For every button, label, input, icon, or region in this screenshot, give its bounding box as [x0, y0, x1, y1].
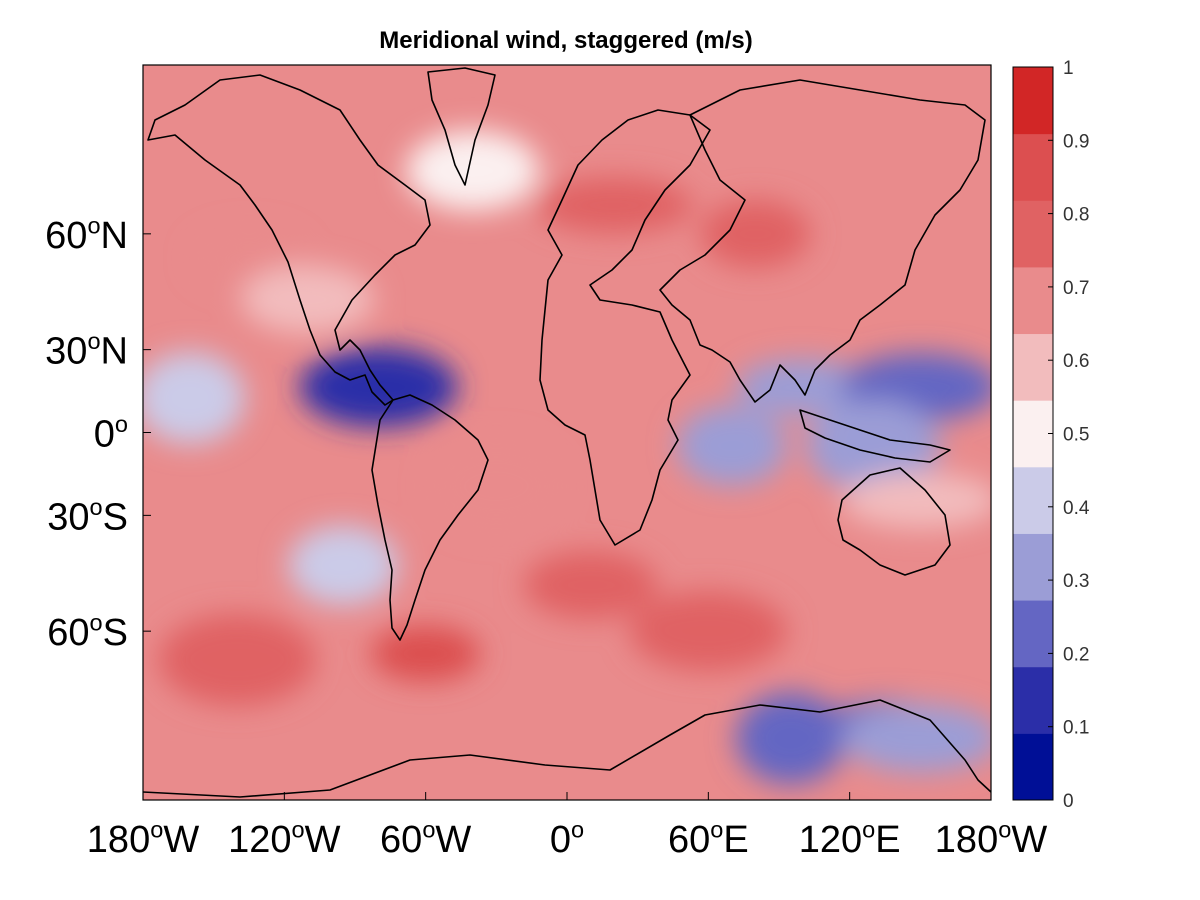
- field-region: [299, 347, 458, 428]
- field-region: [841, 472, 991, 529]
- colorbar-label: 0.3: [1063, 571, 1089, 592]
- colorbar-label: 0.6: [1063, 351, 1089, 372]
- map-area: [143, 65, 991, 800]
- colorbar-label: 0.4: [1063, 498, 1090, 519]
- longitude-tick-labels: 180oW 120oW 60oW 0o 60oE 120oE 180oW: [87, 792, 1048, 861]
- coastline-asia: [659, 79, 986, 403]
- field-region: [523, 550, 658, 619]
- colorbar-swatch: [1013, 266, 1053, 335]
- coastlines: [143, 67, 991, 798]
- field-region: [370, 625, 481, 682]
- lat-tick-label: 0o: [94, 411, 128, 455]
- colorbar-swatch: [1013, 466, 1053, 534]
- field-region: [405, 130, 540, 211]
- lon-tick-label: 180oW: [935, 817, 1048, 861]
- latitude-tick-labels: 60oN 30oN 0o 30oS 60oS: [45, 212, 151, 654]
- colorbar-label: 0.1: [1063, 718, 1089, 739]
- coastline-europe-africa: [539, 109, 711, 546]
- colorbar-swatch: [1013, 400, 1053, 468]
- coastline-greenland: [427, 67, 496, 186]
- field-region: [535, 177, 694, 234]
- colorbar-swatch: [1013, 333, 1053, 401]
- lat-tick-label: 30oN: [45, 328, 128, 372]
- field-region: [700, 199, 811, 268]
- colorbar-label: 0: [1063, 791, 1074, 812]
- contour-field: [143, 130, 991, 785]
- field-region: [841, 704, 991, 773]
- chart-title: Meridional wind, staggered (m/s): [379, 27, 752, 54]
- coastline-australia: [837, 467, 951, 576]
- field-region: [629, 591, 788, 672]
- colorbar-swatch: [1013, 733, 1053, 801]
- lat-tick-label: 30oS: [47, 494, 128, 538]
- colorbar-label: 0.5: [1063, 425, 1089, 446]
- field-region: [288, 525, 399, 606]
- colorbar: 0 0.1 0.2 0.3 0.4 0.5 0.6 0.7 0.8 0.9 1: [1012, 58, 1090, 812]
- coastline-north-america: [147, 74, 431, 406]
- colorbar-swatch: [1013, 666, 1053, 734]
- lat-tick-label: 60oS: [47, 610, 128, 654]
- field-region: [735, 359, 870, 416]
- lon-tick-label: 60oE: [668, 817, 749, 861]
- lat-tick-label: 60oN: [45, 212, 128, 256]
- coastline-antarctica: [143, 699, 991, 798]
- coastline-south-america: [371, 394, 489, 641]
- lon-tick-label: 0o: [550, 817, 584, 861]
- colorbar-swatch: [1013, 533, 1053, 601]
- field-region: [429, 440, 564, 533]
- colorbar-label: 0.9: [1063, 131, 1089, 152]
- lon-tick-label: 120oW: [228, 817, 341, 861]
- field-region: [735, 692, 846, 785]
- lon-tick-label: 60oW: [380, 817, 471, 861]
- field-region: [143, 351, 246, 444]
- colorbar-swatch: [1013, 200, 1053, 268]
- colorbar-swatch: [1013, 133, 1053, 201]
- colorbar-label: 1: [1063, 58, 1074, 79]
- colorbar-swatch: [1013, 67, 1053, 135]
- colorbar-label: 0.7: [1063, 278, 1089, 299]
- lon-tick-label: 180oW: [87, 817, 200, 861]
- field-region: [158, 613, 317, 706]
- colorbar-swatch: [1013, 600, 1053, 668]
- colorbar-label: 0.2: [1063, 644, 1089, 665]
- coastline-maritime-continent: [799, 409, 951, 463]
- lon-tick-label: 120oE: [799, 817, 901, 861]
- colorbar-label: 0.8: [1063, 205, 1089, 226]
- field-region: [676, 405, 787, 486]
- field-region: [240, 265, 375, 334]
